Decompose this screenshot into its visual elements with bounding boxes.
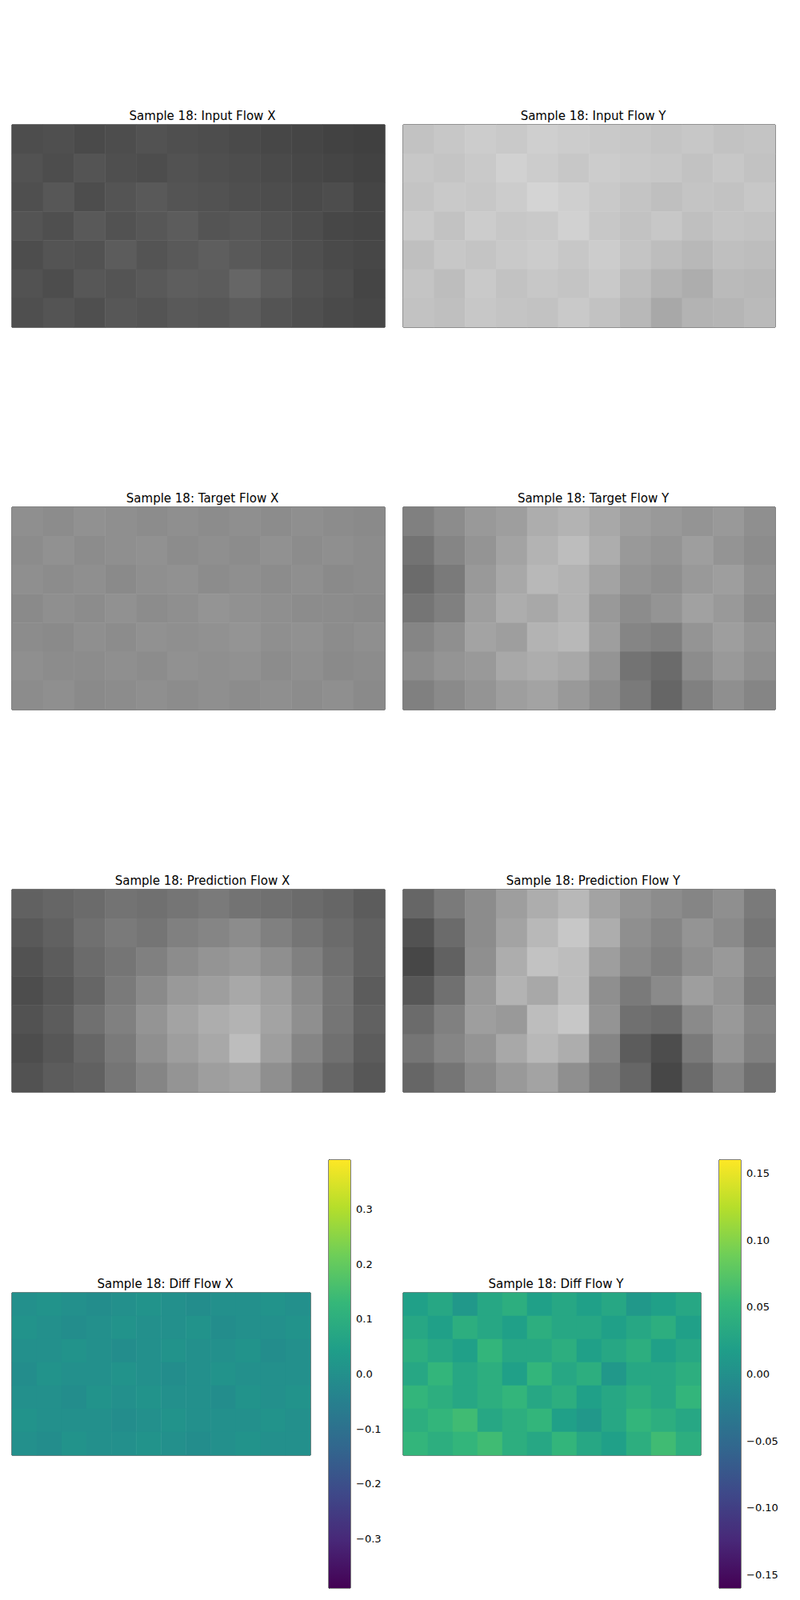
svg-text:Sample 18: Target Flow X: Sample 18: Target Flow X bbox=[126, 491, 279, 506]
svg-text:0.05: 0.05 bbox=[746, 1300, 770, 1313]
svg-text:0.10: 0.10 bbox=[746, 1234, 770, 1247]
svg-text:Sample 18: Target Flow Y: Sample 18: Target Flow Y bbox=[517, 491, 670, 506]
svg-text:0.1: 0.1 bbox=[356, 1312, 373, 1325]
svg-text:−0.2: −0.2 bbox=[356, 1477, 382, 1490]
svg-text:0.00: 0.00 bbox=[746, 1368, 770, 1380]
svg-text:Sample 18: Prediction Flow X: Sample 18: Prediction Flow X bbox=[115, 873, 291, 888]
svg-text:−0.05: −0.05 bbox=[746, 1435, 779, 1448]
svg-text:−0.1: −0.1 bbox=[356, 1423, 382, 1436]
svg-text:Sample 18: Input Flow X: Sample 18: Input Flow X bbox=[129, 108, 276, 124]
svg-text:−0.10: −0.10 bbox=[746, 1501, 779, 1514]
svg-text:0.0: 0.0 bbox=[356, 1368, 373, 1380]
svg-text:−0.3: −0.3 bbox=[356, 1532, 382, 1545]
svg-text:Sample 18: Diff Flow X: Sample 18: Diff Flow X bbox=[96, 1276, 233, 1292]
svg-text:Sample 18: Prediction Flow Y: Sample 18: Prediction Flow Y bbox=[506, 873, 681, 888]
svg-text:Sample 18: Diff Flow Y: Sample 18: Diff Flow Y bbox=[488, 1276, 625, 1292]
svg-text:0.3: 0.3 bbox=[356, 1203, 373, 1216]
svg-text:0.15: 0.15 bbox=[746, 1167, 770, 1180]
svg-text:Sample 18: Input Flow Y: Sample 18: Input Flow Y bbox=[520, 108, 668, 124]
svg-text:0.2: 0.2 bbox=[356, 1258, 373, 1271]
svg-text:−0.15: −0.15 bbox=[746, 1568, 779, 1581]
